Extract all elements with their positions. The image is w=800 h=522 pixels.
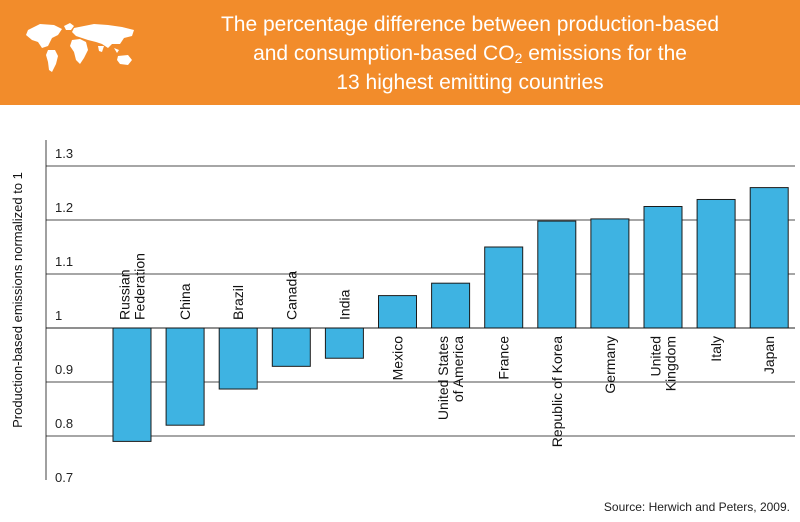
header-banner: The percentage difference between produc… (0, 0, 800, 105)
chart-title: The percentage difference between produc… (150, 10, 790, 97)
y-tick-label: 0.9 (55, 362, 73, 377)
category-label: Mexico (390, 336, 406, 381)
world-map-icon (26, 23, 134, 72)
bar (112, 327, 152, 442)
y-tick-label: 0.8 (55, 416, 73, 431)
bar (696, 198, 736, 329)
title-line-2: and consumption-based CO2 emissions for … (253, 42, 687, 66)
bar (378, 295, 417, 329)
category-label: RussianFederation (117, 253, 148, 320)
category-label: Brazil (230, 285, 246, 320)
y-tick-label: 1 (55, 308, 62, 323)
bar (271, 327, 311, 367)
category-label: France (496, 336, 512, 380)
category-label: China (177, 283, 193, 320)
y-tick-label: 1.2 (55, 200, 73, 215)
bar (590, 218, 630, 329)
bar (537, 220, 577, 329)
category-label: Germany (602, 336, 618, 394)
bar (484, 246, 524, 329)
category-label: United Statesof America (435, 336, 466, 420)
bar (431, 282, 471, 329)
bar (643, 206, 683, 329)
bar (749, 187, 789, 329)
bar (324, 327, 364, 359)
y-tick-label: 0.7 (55, 470, 73, 485)
bar (165, 327, 205, 426)
title-line-3: 13 highest emitting countries (336, 71, 604, 94)
category-label: India (336, 289, 352, 320)
y-tick-label: 1.3 (55, 146, 73, 161)
y-tick-label: 1.1 (55, 254, 73, 269)
category-label: Canada (283, 271, 299, 320)
title-line-1: The percentage difference between produc… (220, 13, 720, 36)
category-label: Republic of Korea (549, 336, 565, 448)
y-axis-label: Production-based emissions normalized to… (10, 172, 25, 428)
bar (218, 327, 258, 390)
category-label: Japan (761, 336, 777, 374)
category-label: Italy (708, 336, 724, 362)
category-label: UnitedKingdom (648, 336, 679, 391)
source-note: Source: Herwich and Peters, 2009. (603, 500, 790, 514)
